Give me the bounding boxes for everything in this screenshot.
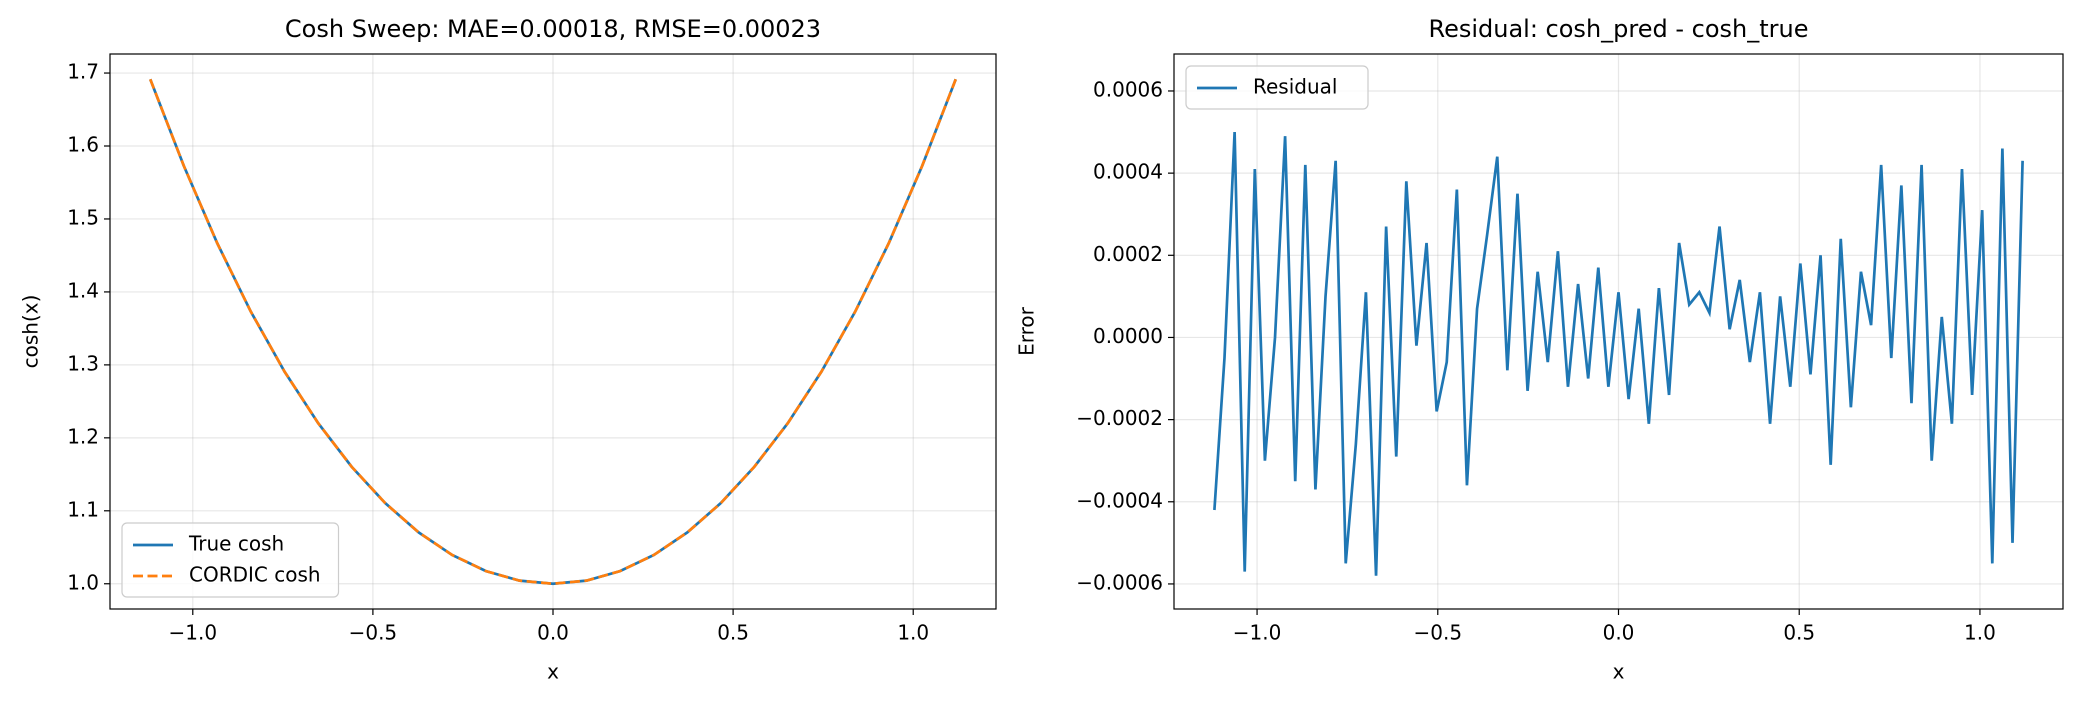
y-tick-label: 0.0002 — [1093, 242, 1163, 266]
y-tick-label: 1.7 — [67, 60, 99, 84]
y-tick-label: 1.6 — [67, 133, 99, 157]
x-tick-label: 1.0 — [1964, 621, 1996, 645]
x-tick-label: 1.0 — [897, 621, 929, 645]
x-tick-label: −0.5 — [349, 621, 398, 645]
axes-frame — [109, 53, 997, 610]
legend-label: CORDIC cosh — [189, 563, 321, 587]
x-axis-label: x — [547, 660, 559, 684]
data-line — [1213, 131, 2024, 576]
data-line — [149, 78, 957, 586]
y-tick-label: 0.0004 — [1093, 160, 1163, 184]
y-tick-label: −0.0002 — [1076, 406, 1163, 430]
x-tick-label: 0.0 — [1603, 621, 1635, 645]
y-axis-label: cosh(x) — [19, 295, 43, 369]
y-tick-label: 1.3 — [67, 351, 99, 375]
x-tick-label: −1.0 — [168, 621, 217, 645]
y-tick-label: 0.0000 — [1093, 324, 1163, 348]
y-tick-label: −0.0006 — [1076, 570, 1163, 594]
y-tick-label: 1.1 — [67, 497, 99, 521]
x-axis-label: x — [1613, 660, 1625, 684]
x-tick-label: −0.5 — [1413, 621, 1462, 645]
chart-title: Cosh Sweep: MAE=0.00018, RMSE=0.00023 — [285, 15, 821, 43]
chart-title: Residual: cosh_pred - cosh_true — [1428, 15, 1808, 43]
y-tick-label: 1.2 — [67, 424, 99, 448]
y-axis-label: Error — [1015, 306, 1039, 356]
x-tick-label: 0.5 — [717, 621, 749, 645]
y-tick-label: 1.0 — [67, 570, 99, 594]
legend-label: Residual — [1253, 75, 1337, 99]
y-tick-label: −0.0004 — [1076, 488, 1163, 512]
x-tick-label: 0.5 — [1783, 621, 1815, 645]
y-tick-label: 1.5 — [67, 205, 99, 229]
axes-frame — [1173, 53, 2064, 610]
legend-label: True cosh — [188, 532, 284, 556]
legend-box — [121, 522, 340, 598]
legend-box — [1185, 65, 1369, 110]
y-tick-label: 0.0006 — [1093, 77, 1163, 101]
x-tick-label: 0.0 — [537, 621, 569, 645]
y-tick-label: 1.4 — [67, 278, 99, 302]
x-tick-label: −1.0 — [1233, 621, 1282, 645]
